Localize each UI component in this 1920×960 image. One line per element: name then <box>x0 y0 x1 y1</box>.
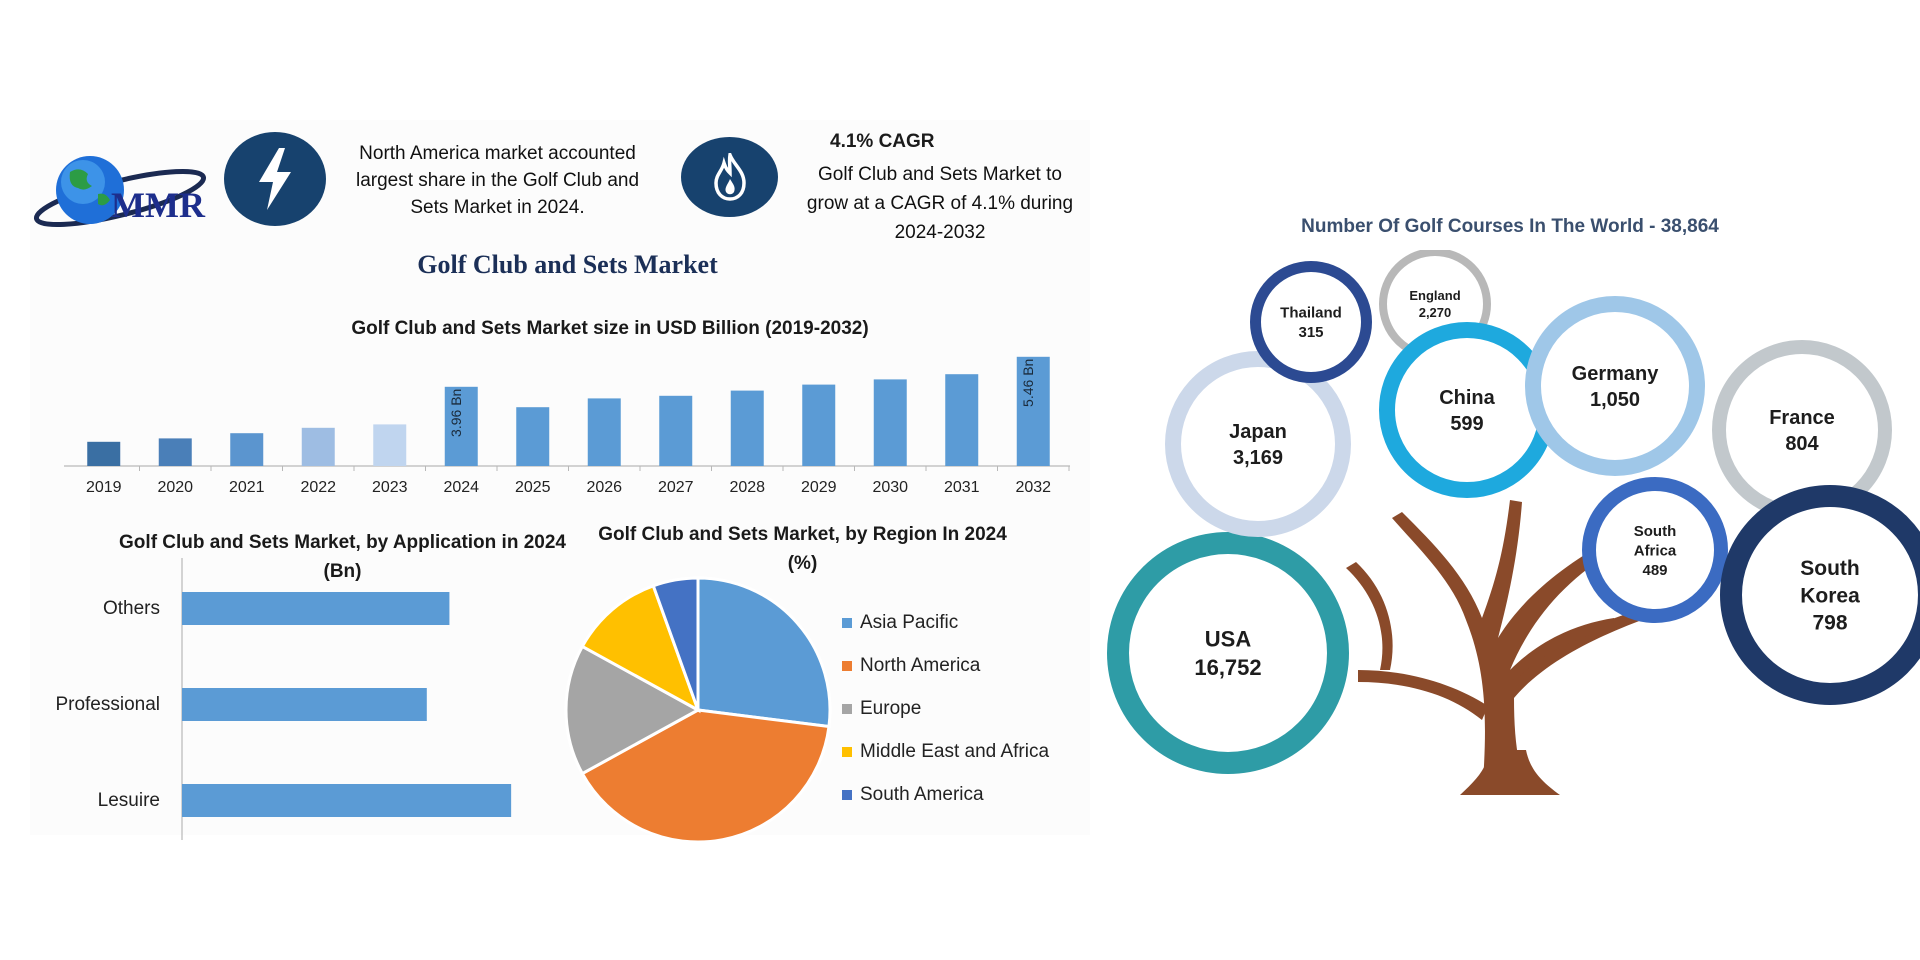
bubble-value-south-africa: 489 <box>1642 562 1667 579</box>
x-tick-label-2027: 2027 <box>658 479 694 496</box>
bar-2020 <box>158 438 192 466</box>
legend-swatch-north-america <box>842 661 852 671</box>
bar-2024 <box>444 386 478 466</box>
bubble-value-china: 599 <box>1450 413 1483 435</box>
main-title: Golf Club and Sets Market <box>417 250 718 279</box>
bar-2030 <box>873 379 907 466</box>
bubble-thailand <box>1250 261 1372 383</box>
x-tick-label-2024: 2024 <box>443 479 479 496</box>
region-chart-title: Golf Club and Sets Market, by Region In … <box>598 524 1007 574</box>
application-chart-title: Golf Club and Sets Market, by Applicatio… <box>119 532 566 582</box>
x-tick-label-2028: 2028 <box>729 479 765 496</box>
bubble-label-france: France <box>1769 407 1835 429</box>
x-tick-label-2026: 2026 <box>586 479 622 496</box>
bubble-label-japan: Japan <box>1229 421 1287 443</box>
bubble-label-usa: USA <box>1205 626 1252 651</box>
y-tick-label-others: Others <box>103 598 160 619</box>
x-tick-label-2021: 2021 <box>229 479 265 496</box>
bar-2031 <box>945 374 979 466</box>
pie-slice-south-america <box>651 576 700 711</box>
flame-icon-badge <box>681 137 778 217</box>
bubble-label-south-africa: Africa <box>1634 542 1677 559</box>
bubble-label-thailand: Thailand <box>1280 305 1342 322</box>
application-bar-chart: Others Professional Lesuire <box>55 558 512 840</box>
legend-label-south-america: South America <box>860 784 984 805</box>
bubble-value-usa: 16,752 <box>1194 655 1261 680</box>
x-tick-label-2030: 2030 <box>872 479 908 496</box>
x-tick-label-2031: 2031 <box>944 479 980 496</box>
cagr-heading: 4.1% CAGR <box>830 131 935 152</box>
bubble-label-south-africa: South <box>1634 523 1677 540</box>
logo-text: MMR <box>111 185 205 225</box>
bar-2025 <box>516 407 550 466</box>
bar-2023 <box>373 424 407 466</box>
bubble-value-france: 804 <box>1785 433 1819 455</box>
bubble-label-germany: Germany <box>1572 363 1660 385</box>
x-tick-label-2025: 2025 <box>515 479 551 496</box>
bubble-value-thailand: 315 <box>1298 324 1323 341</box>
legend-label-north-america: North America <box>860 655 981 676</box>
golf-courses-bubble-chart: USA 16,752 Japan 3,169 Thailand 315 England 2,2… <box>1107 250 1920 795</box>
lightning-icon-badge <box>224 132 326 226</box>
bubble-label-south-korea: South <box>1800 557 1859 580</box>
bubble-france <box>1712 340 1892 520</box>
bar-2028 <box>730 390 764 466</box>
pie-slice-europe <box>564 644 702 776</box>
legend-label-middle-east-and-africa: Middle East and Africa <box>860 741 1049 762</box>
pie-slice-north-america <box>580 708 831 844</box>
bar-2032 <box>1016 356 1050 466</box>
golf-courses-title: Number Of Golf Courses In The World - 38… <box>1301 216 1719 237</box>
pie-slice-asia-pacific <box>696 576 832 729</box>
y-tick-label-lesuire: Lesuire <box>98 790 160 811</box>
bubble-usa <box>1107 532 1349 774</box>
bubble-value-japan: 3,169 <box>1233 447 1283 469</box>
x-tick-label-2022: 2022 <box>300 479 336 496</box>
bar-lesuire <box>182 784 512 817</box>
bar-2021 <box>230 433 264 466</box>
bubble-value-south-korea: 798 <box>1812 612 1847 635</box>
bubble-value-germany: 1,050 <box>1590 389 1640 411</box>
y-tick-label-professional: Professional <box>55 694 160 715</box>
bubble-germany <box>1525 296 1705 476</box>
insight-text: North America market accounted largest s… <box>355 143 640 218</box>
x-tick-label-2019: 2019 <box>86 479 122 496</box>
pie-slice-middle-east-and-africa <box>580 583 701 714</box>
bubble-value-england: 2,270 <box>1419 305 1452 320</box>
bar-2019 <box>87 441 121 466</box>
bubble-label-south-korea: Korea <box>1800 584 1860 607</box>
lightning-icon <box>259 148 291 210</box>
legend-swatch-europe <box>842 704 852 714</box>
data-label-2032: 5.46 Bn <box>1020 359 1036 407</box>
data-label-2024: 3.96 Bn <box>448 389 464 437</box>
bar-2026 <box>587 398 621 466</box>
bubble-south-africa <box>1582 477 1728 623</box>
x-tick-label-2029: 2029 <box>801 479 837 496</box>
x-tick-label-2032: 2032 <box>1015 479 1051 496</box>
legend-swatch-south-america <box>842 790 852 800</box>
cagr-text: Golf Club and Sets Market to grow at a C… <box>806 164 1074 243</box>
x-tick-label-2020: 2020 <box>157 479 193 496</box>
bubble-china <box>1379 322 1555 498</box>
legend-swatch-asia-pacific <box>842 618 852 628</box>
bar-chart-title: Golf Club and Sets Market size in USD Bi… <box>351 318 869 339</box>
bar-2022 <box>301 427 335 466</box>
bubble-label-england: England <box>1409 288 1460 303</box>
bar-2027 <box>659 395 693 466</box>
bar-others <box>182 592 450 625</box>
region-pie-chart: Asia Pacific North America Europe Middle Ea… <box>564 576 1049 844</box>
tree-trunk <box>1346 500 1653 795</box>
legend-label-europe: Europe <box>860 698 921 719</box>
bar-professional <box>182 688 427 721</box>
legend-label-asia-pacific: Asia Pacific <box>860 612 958 633</box>
flame-icon <box>713 153 746 201</box>
x-tick-label-2023: 2023 <box>372 479 408 496</box>
globe-logo-icon <box>33 156 207 228</box>
legend-swatch-middle-east-and-africa <box>842 747 852 757</box>
bubble-label-china: China <box>1439 387 1495 409</box>
bar-2029 <box>802 384 836 466</box>
bubble-japan <box>1165 351 1351 537</box>
bubble-south-korea <box>1720 485 1920 705</box>
market-size-bar-chart: 2019 2020 2021 2022 2023 2024 3.96 Bn 2025 2026 2… <box>64 356 1070 496</box>
